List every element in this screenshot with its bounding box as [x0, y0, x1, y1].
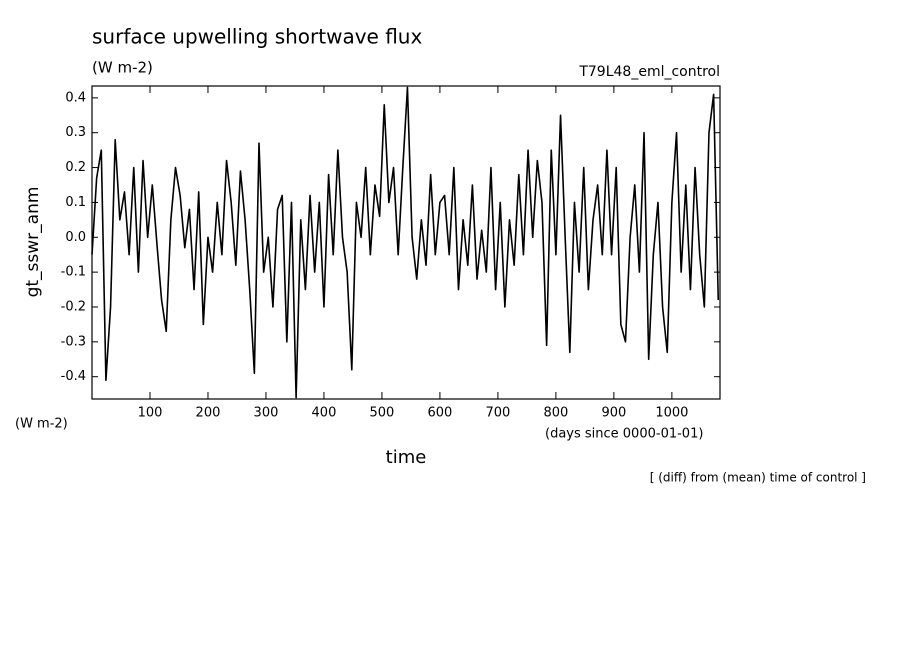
- y-tick-label: 0.0: [65, 230, 86, 245]
- x-axis-units: (days since 0000-01-01): [545, 427, 703, 442]
- x-tick-label: 300: [254, 406, 279, 421]
- x-axis-label: time: [386, 447, 427, 468]
- x-tick-label: 500: [370, 406, 395, 421]
- y-tick-label: -0.1: [61, 265, 86, 280]
- y-tick-label: 0.4: [65, 90, 86, 105]
- y-axis-units: (W m-2): [15, 417, 68, 432]
- y-tick-label: 0.2: [65, 160, 86, 175]
- y-tick-label: -0.4: [61, 369, 86, 384]
- y-tick-label: 0.3: [65, 125, 86, 140]
- x-tick-label: 700: [485, 406, 510, 421]
- x-tick-label: 100: [138, 406, 163, 421]
- y-tick-label: -0.2: [61, 299, 86, 314]
- y-tick-label: -0.3: [61, 334, 86, 349]
- x-tick-label: 900: [601, 406, 626, 421]
- x-tick-label: 400: [312, 406, 337, 421]
- data-line: [91, 86, 720, 399]
- x-tick-label: 200: [196, 406, 221, 421]
- chart-subtitle: (W m-2): [92, 59, 153, 77]
- y-axis-label: gt_sswr_anm: [23, 187, 43, 298]
- x-tick-label: 800: [543, 406, 568, 421]
- x-tick-label: 1000: [655, 406, 688, 421]
- note: [ (diff) from (mean) time of control ]: [650, 471, 866, 485]
- chart-title: surface upwelling shortwave flux: [92, 25, 422, 49]
- x-tick-label: 600: [428, 406, 453, 421]
- y-tick-label: 0.1: [65, 195, 86, 210]
- run-name: T79L48_eml_control: [578, 64, 720, 80]
